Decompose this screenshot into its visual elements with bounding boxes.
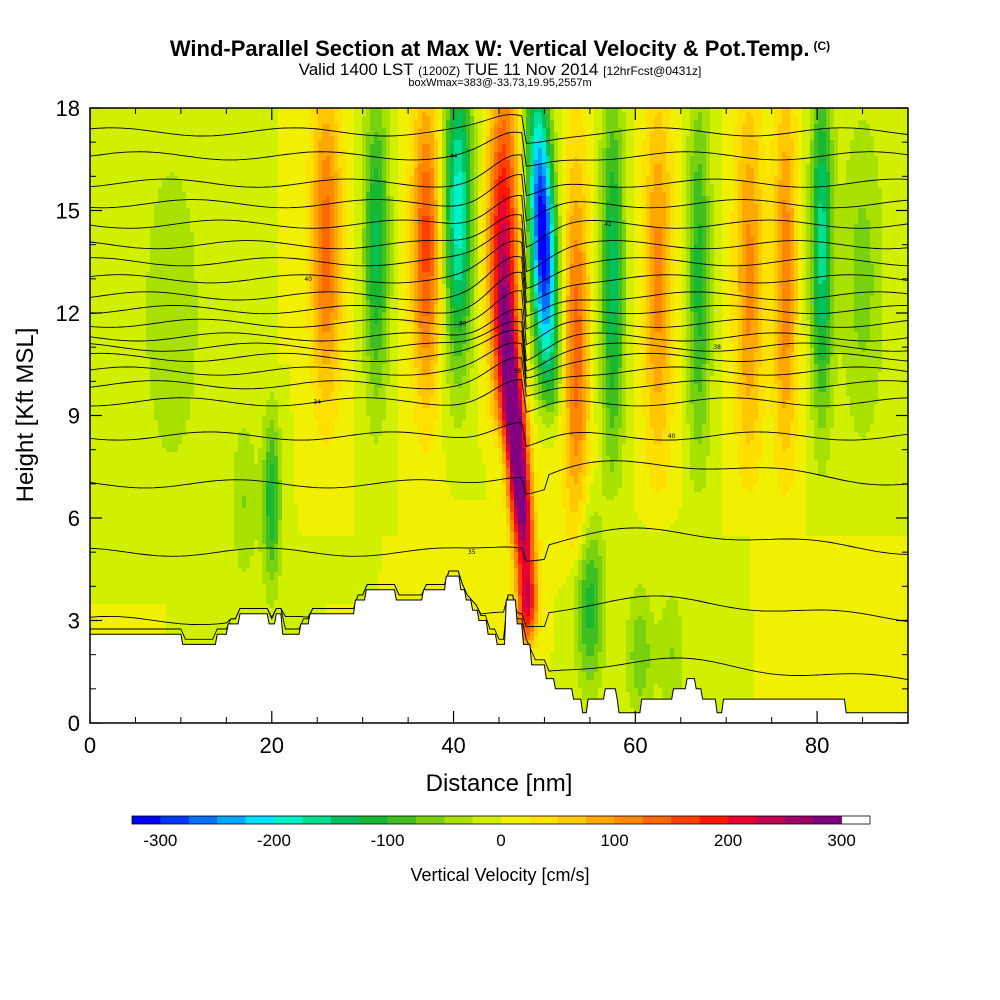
colorbar-swatch [529,816,558,824]
colorbar-swatch [586,816,615,824]
x-tick-label: 0 [84,733,96,758]
x-tick-label: 40 [441,733,465,758]
colorbar-tick-label: 100 [600,831,628,850]
x-axis-title: Distance [nm] [426,770,573,797]
y-tick-label: 9 [68,404,80,429]
colorbar-tick-label: 0 [496,831,505,850]
colorbar-tick-label: 200 [714,831,742,850]
isentrope-label: 34 [313,399,321,406]
isentrope-label: 42 [604,221,612,228]
y-tick-label: 12 [56,301,80,326]
y-tick-label: 6 [68,506,80,531]
y-axis-title: Height [Kft MSL] [12,328,39,503]
isentrope-label: 40 [304,276,312,283]
colorbar-swatch [331,816,360,824]
colorbar-swatch [615,816,644,824]
colorbar-swatch [473,816,502,824]
colorbar-swatch [132,816,161,824]
y-tick-label: 3 [68,609,80,634]
y-tick-label: 18 [56,96,80,121]
isentrope-label: 44 [450,153,458,160]
colorbar: -300 -200 -100 0 100 200 300 [132,816,870,850]
isentrope-label: 38 [713,344,721,351]
colorbar-swatch [189,816,218,824]
isentrope-label: 40 [668,433,676,440]
x-tick-label: 20 [260,733,284,758]
colorbar-swatch [387,816,416,824]
colorbar-swatch [416,816,445,824]
colorbar-swatch [728,816,757,824]
colorbar-swatch [217,816,246,824]
isentrope-label: 35 [468,549,476,556]
colorbar-swatch [671,816,700,824]
colorbar-tick-label: -200 [257,831,291,850]
colorbar-swatch [359,816,388,824]
colorbar-swatch [756,816,785,824]
x-tick-label: 80 [805,733,829,758]
colorbar-swatch [700,816,729,824]
colorbar-swatch [558,816,587,824]
y-tick-label: 15 [56,199,80,224]
cross-section-chart: 60354034363830404244 0204060800369121518… [0,0,1000,1000]
colorbar-swatch [501,816,530,824]
isentrope-label: 30 [459,320,467,327]
colorbar-swatch [444,816,473,824]
colorbar-swatch [643,816,672,824]
y-tick-label: 0 [68,711,80,736]
colorbar-tick-label: 300 [827,831,855,850]
colorbar-swatch [160,816,189,824]
colorbar-swatch [246,816,275,824]
colorbar-title: Vertical Velocity [cm/s] [410,865,589,885]
colorbar-swatch [813,816,842,824]
colorbar-swatch [785,816,814,824]
colorbar-swatch [302,816,331,824]
colorbar-swatch [274,816,303,824]
x-tick-label: 60 [623,733,647,758]
isentrope-label: 36 [513,368,521,375]
colorbar-tick-label: -100 [370,831,404,850]
colorbar-tick-label: -300 [143,831,177,850]
